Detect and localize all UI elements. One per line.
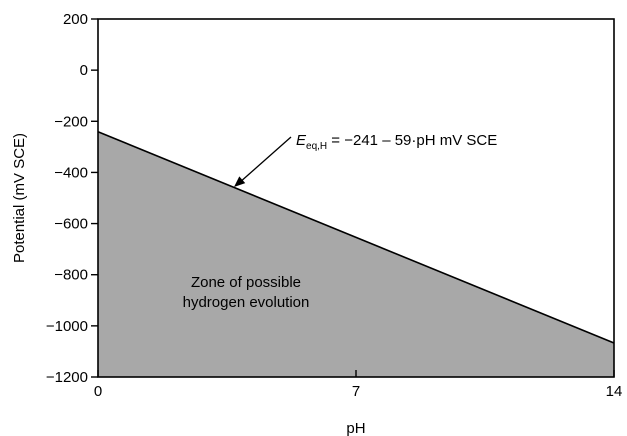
equation-expression: = −241 – 59·pH mV SCE [327,132,497,149]
x-tick-label: 14 [606,383,623,400]
y-tick-label: −1200 [46,369,88,386]
x-axis-label: pH [346,420,365,436]
zone-label-line-2: hydrogen evolution [183,294,310,311]
equation-annotation: Eeq,H = −241 – 59·pH mV SCE [234,132,497,187]
x-tick-label: 7 [352,383,360,400]
zone-label-line-1: Zone of possible [191,274,301,291]
equilibrium-line [97,131,615,344]
y-axis-ticks: 200 0 −200 −400 −600 −800 −1000 −1200 [46,11,98,386]
equation-symbol: E [296,132,307,149]
y-tick-label: 200 [63,11,88,28]
x-axis-ticks: 0 7 14 [94,370,623,400]
hydrogen-evolution-zone [98,131,614,377]
y-tick-label: −600 [54,216,88,233]
y-tick-label: 0 [80,62,88,79]
y-tick-label: −400 [54,164,88,181]
equation-label: Eeq,H = −241 – 59·pH mV SCE [296,132,497,152]
y-axis-label: Potential (mV SCE) [11,133,28,263]
y-tick-label: −800 [54,267,88,284]
annotation-arrow-head [234,176,246,187]
x-tick-label: 0 [94,383,102,400]
equation-subscript: eq,H [306,141,327,152]
y-tick-label: −1000 [46,318,88,335]
annotation-arrow [238,136,292,184]
y-tick-label: −200 [54,113,88,130]
